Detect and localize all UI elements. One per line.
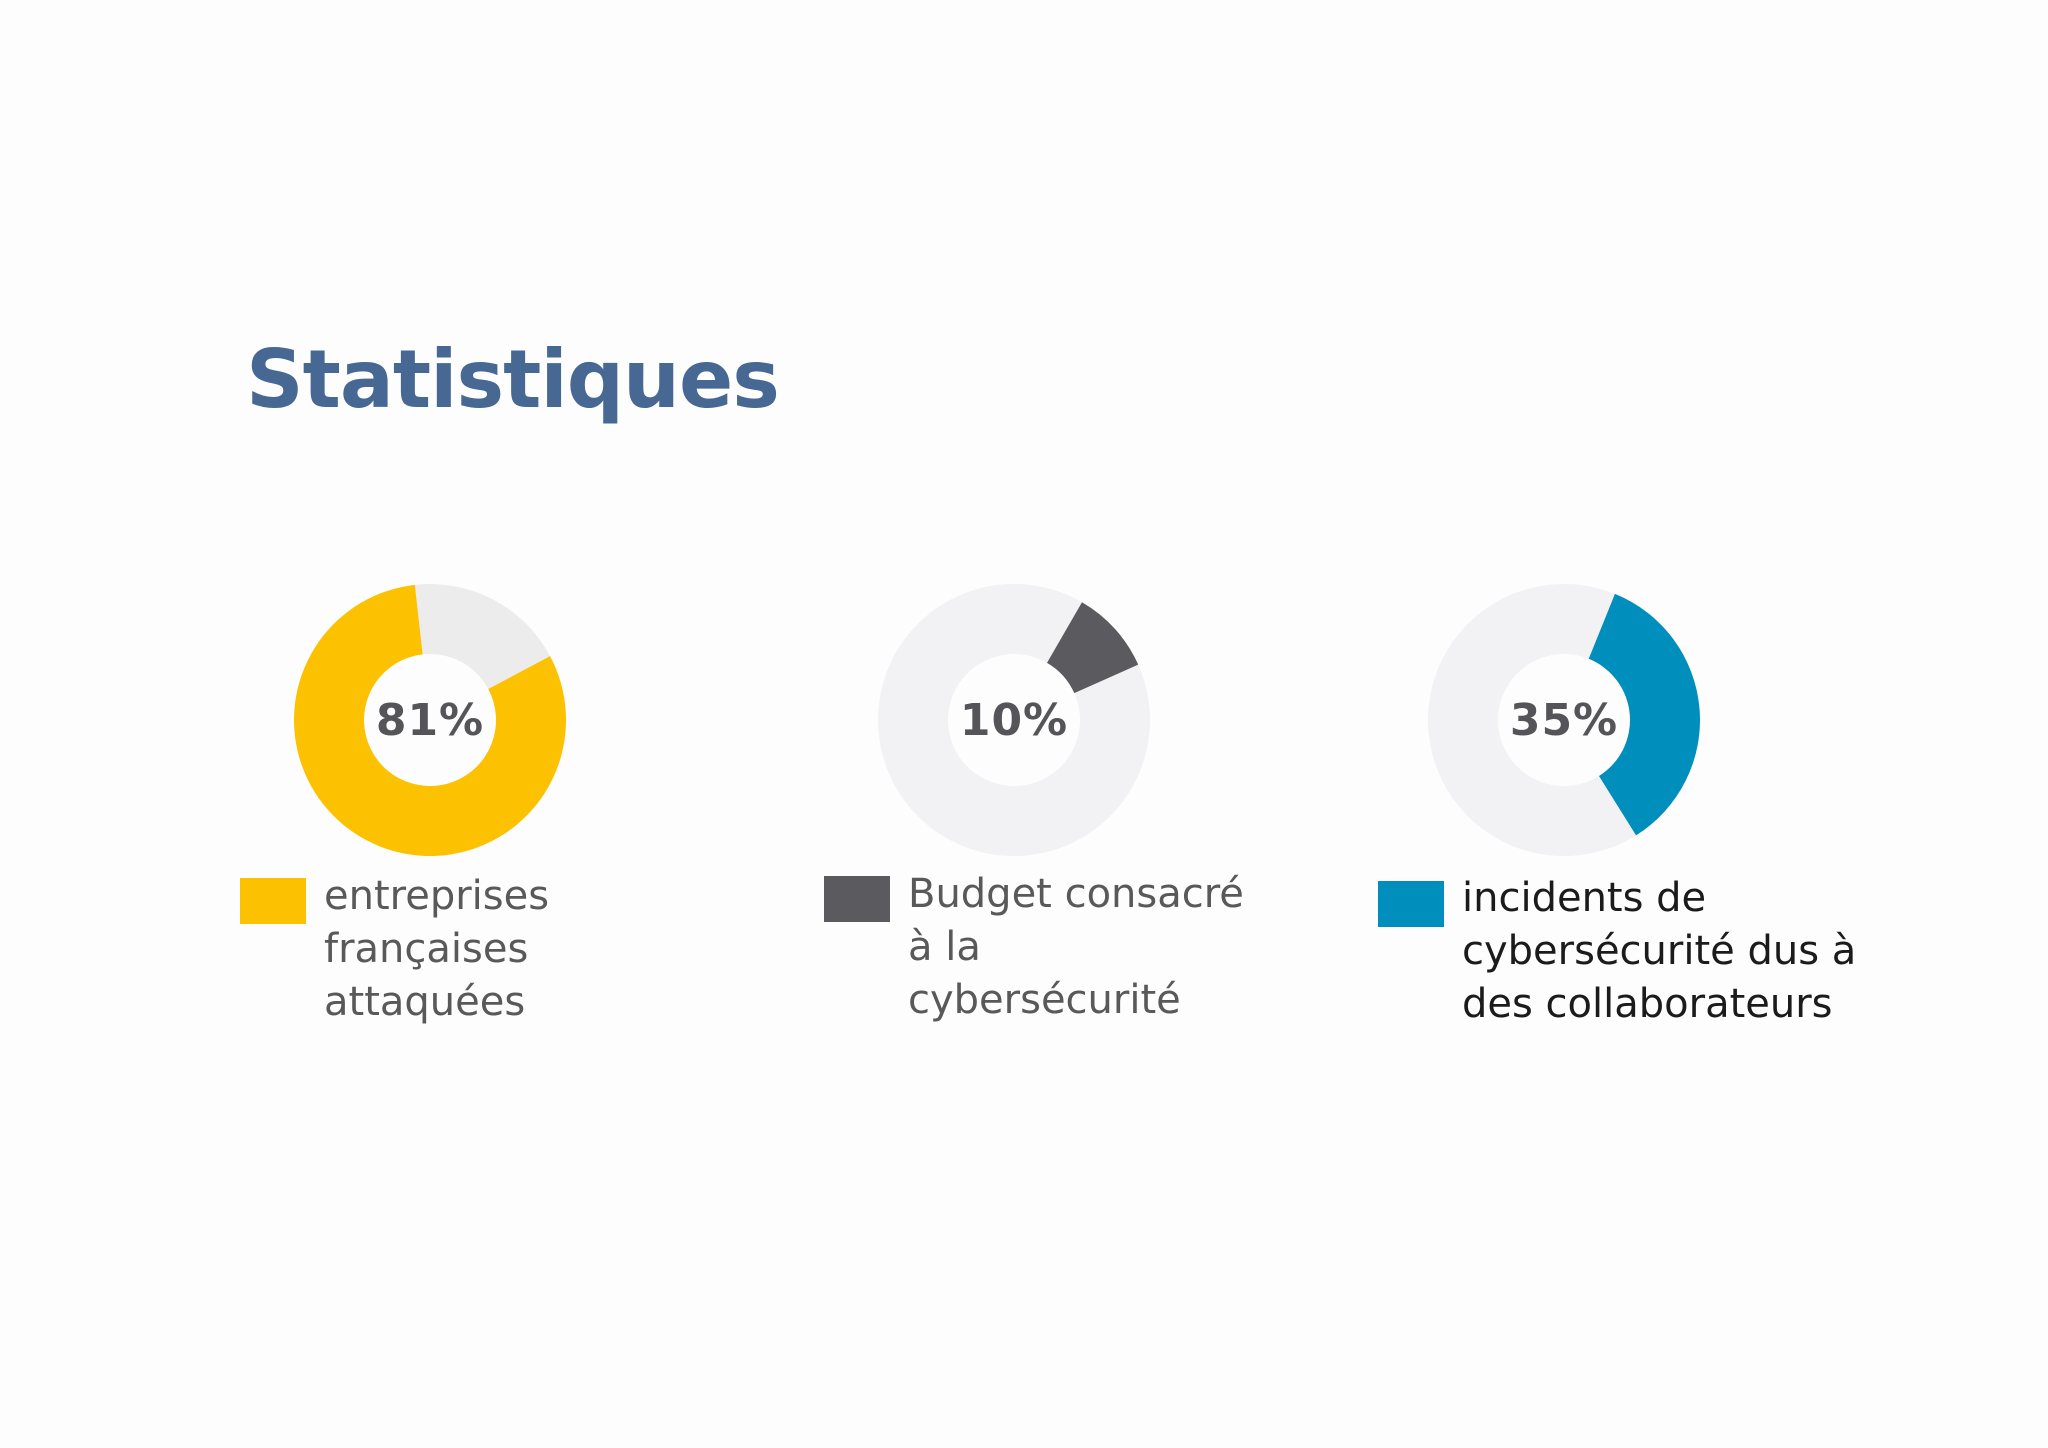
legend-line: attaquées <box>324 979 526 1025</box>
legend-line: françaises <box>324 926 529 972</box>
donut-chart-incidents: 35% <box>1414 570 1714 870</box>
donut-slice-value <box>1588 593 1700 836</box>
legend-line: cybersécurité <box>908 977 1181 1023</box>
legend-swatch-budget <box>824 876 890 922</box>
stat-block-budget: 10% Budget consacré à la cybersécurité <box>824 570 1464 1050</box>
percent-label-budget: 10% <box>959 694 1069 746</box>
percent-label-incidents: 35% <box>1509 694 1619 746</box>
legend-label-budget: Budget consacré à la cybersécurité <box>908 868 1244 1027</box>
legend-label-incidents: incidents de cybersécurité dus à des col… <box>1462 872 1856 1031</box>
stat-block-incidents: 35% incidents de cybersécurité dus à des… <box>1378 570 2018 1050</box>
donut-slice-remainder <box>878 584 1150 856</box>
legend-line: des collaborateurs <box>1462 981 1833 1027</box>
donut-chart-enterprises: 81% <box>280 570 580 870</box>
donut-slice-value <box>1047 602 1139 694</box>
donut-slice-remainder <box>1428 584 1637 856</box>
legend-swatch-enterprises <box>240 878 306 924</box>
donut-svg-enterprises <box>294 584 566 856</box>
percent-label-enterprises: 81% <box>375 694 485 746</box>
legend-line: entreprises <box>324 873 550 919</box>
legend-line: à la <box>908 924 981 970</box>
legend-line: incidents de <box>1462 875 1707 921</box>
page-title: Statistiques <box>246 333 780 426</box>
donut-chart-budget: 10% <box>864 570 1164 870</box>
stat-block-enterprises: 81% entreprises françaises attaquées <box>240 570 880 1050</box>
legend-swatch-incidents <box>1378 881 1444 927</box>
legend-line: cybersécurité dus à <box>1462 928 1857 974</box>
legend-label-enterprises: entreprises françaises attaquées <box>324 870 549 1029</box>
donut-svg-incidents <box>1428 584 1700 856</box>
donut-slice-remainder <box>414 584 551 690</box>
legend-line: Budget consacré <box>908 871 1244 917</box>
donut-slice-value <box>294 584 566 856</box>
donut-svg-budget <box>878 584 1150 856</box>
